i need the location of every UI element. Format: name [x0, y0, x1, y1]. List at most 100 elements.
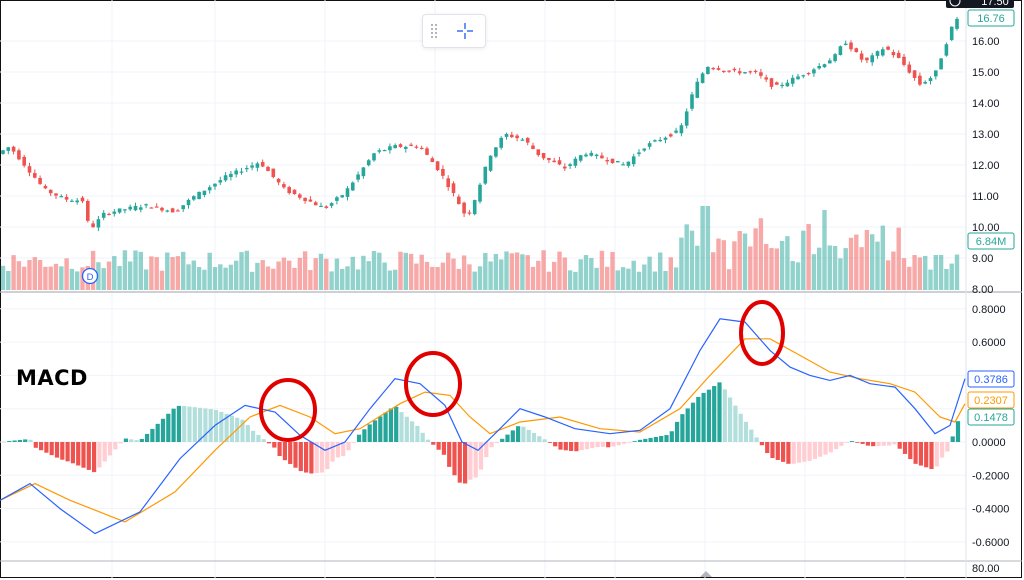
volume-bar	[583, 255, 589, 290]
macd-histogram-bar	[118, 442, 123, 444]
macd-histogram-bar	[81, 442, 86, 468]
candle-body	[435, 161, 440, 171]
candle-body	[584, 154, 588, 157]
candle-body	[133, 205, 138, 211]
candle-body	[621, 164, 625, 166]
drag-handle-icon[interactable]	[431, 24, 437, 38]
candle-body	[525, 137, 530, 143]
volume-bar	[620, 267, 626, 290]
macd-histogram-bar	[335, 442, 340, 458]
volume-bar	[488, 261, 493, 290]
volume-badge: 6.84M	[976, 236, 1007, 248]
volume-bar	[589, 258, 594, 290]
volume-bar	[419, 254, 424, 290]
macd-histogram-bar	[754, 437, 759, 442]
volume-bar	[758, 218, 764, 290]
candle-body	[865, 57, 869, 61]
candle-body	[165, 210, 170, 212]
macd-histogram-bar	[664, 435, 669, 442]
candle-body	[340, 195, 344, 198]
macd-histogram-bar	[701, 392, 706, 442]
volume-bar	[387, 270, 393, 290]
volume-bar	[779, 240, 785, 290]
candle-body	[282, 184, 286, 188]
candle-body	[430, 158, 435, 163]
macd-histogram-bar	[410, 421, 415, 442]
volume-bar	[626, 268, 631, 290]
volume-bar	[0, 265, 6, 290]
macd-histogram-bar	[325, 442, 330, 470]
candle-body	[515, 135, 519, 139]
candle-body	[446, 178, 450, 188]
candle-body	[780, 84, 784, 87]
candle-body	[425, 148, 429, 155]
macd-histogram-bar	[637, 439, 643, 442]
macd-axis-label: -0.4000	[972, 504, 1009, 516]
candle-body	[616, 161, 620, 163]
volume-bar	[769, 248, 774, 290]
macd-histogram-bar	[341, 442, 346, 456]
candle-body	[711, 68, 715, 70]
macd-histogram-bar	[855, 442, 860, 443]
volume-bar	[923, 255, 928, 290]
drag-toolbar[interactable]	[422, 14, 486, 48]
volume-bar	[716, 238, 721, 290]
macd-histogram-bar	[844, 442, 849, 443]
volume-bar	[408, 253, 414, 290]
candle-body	[870, 55, 874, 63]
macd-histogram-bar	[150, 428, 155, 442]
candle-body	[54, 193, 58, 196]
macd-axis-label: -0.2000	[972, 470, 1009, 482]
volume-bar	[133, 250, 138, 290]
volume-bar	[552, 261, 557, 290]
volume-bar	[615, 270, 620, 290]
macd-histogram-bar	[256, 434, 261, 442]
volume-bar	[149, 256, 154, 290]
macd-histogram-bar	[807, 442, 812, 461]
volume-bar	[446, 252, 451, 290]
macd-title: MACD	[16, 366, 88, 390]
macd-histogram-bar	[145, 433, 150, 442]
candle-body	[451, 183, 456, 194]
volume-bar	[499, 259, 504, 290]
candle-body	[822, 64, 827, 68]
volume-bar	[101, 268, 106, 290]
candle-body	[653, 140, 657, 142]
macd-histogram-bar	[616, 442, 621, 446]
candle-body	[472, 200, 477, 215]
candle-body	[266, 166, 270, 172]
macd-histogram-bar	[781, 442, 786, 462]
macd-histogram-bar	[23, 439, 28, 442]
volume-bar	[75, 271, 80, 290]
candle-body	[356, 174, 360, 180]
candle-body	[160, 207, 164, 211]
volume-bar	[37, 260, 43, 290]
candle-body	[605, 159, 609, 162]
volume-bar	[318, 253, 324, 290]
volume-bar	[636, 271, 642, 290]
candle-body	[488, 155, 493, 171]
candle-body	[75, 200, 79, 203]
volume-bar	[817, 247, 822, 290]
macd-histogram-bar	[516, 426, 521, 442]
volume-bar	[896, 227, 901, 290]
macd-histogram-bar	[834, 442, 839, 450]
volume-bar	[255, 262, 260, 290]
candle-body	[949, 26, 954, 40]
volume-bar	[742, 233, 748, 290]
crosshair-icon[interactable]	[455, 21, 475, 41]
plus-icon	[949, 0, 961, 7]
volume-bar	[175, 256, 181, 290]
macd-histogram-bar	[272, 442, 277, 448]
candle-body	[382, 149, 387, 152]
candle-body	[875, 51, 880, 56]
volume-bar	[456, 268, 461, 290]
macd-histogram-bar	[447, 442, 452, 467]
candle-body	[939, 58, 943, 70]
volume-bar	[22, 266, 27, 290]
macd-histogram-bar	[420, 432, 425, 442]
candle-body	[229, 173, 233, 178]
volume-bar	[689, 230, 695, 290]
macd-histogram-bar	[288, 442, 293, 464]
